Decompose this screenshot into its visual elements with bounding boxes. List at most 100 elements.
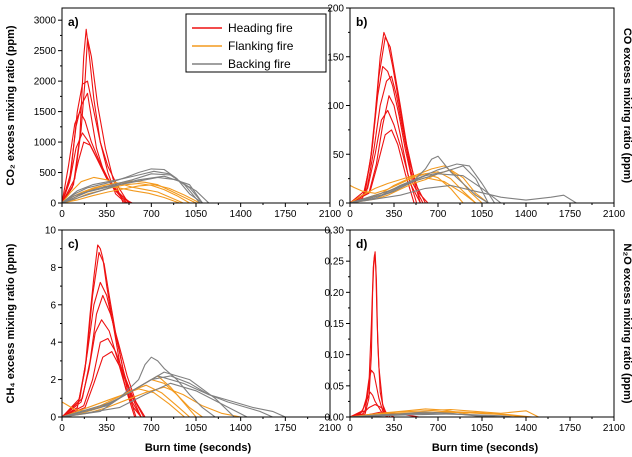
y-tick-label: 200 [327,4,344,15]
y-axis-label: CO excess mixing ratio (ppm) [621,28,632,184]
series-line-flanking-fire-10 [62,184,201,203]
legend: Heading fire Flanking fire Backing fire [185,13,327,73]
series-line-backing-fire-16 [62,382,248,417]
series-line-backing-fire-15 [62,371,235,417]
plot-frame [349,229,615,418]
y-tick-label: 0.05 [325,381,345,392]
series-line-backing-fire-15 [350,184,577,203]
y-tick-label: 4 [50,338,56,349]
series-line-backing-fire-13 [62,375,273,417]
series-group [350,251,539,417]
x-tick-label: 700 [143,209,160,220]
panel-label: d) [356,237,367,251]
legend-label-heading: Heading fire [228,21,293,35]
x-tick-label: 0 [59,423,65,434]
x-axis-label-right: Burn time (seconds) [432,442,539,454]
x-tick-label: 350 [386,423,403,434]
y-tick-label: 0.30 [325,226,345,237]
y-tick-label: 0 [50,413,56,424]
series-line-heading-fire-2 [350,65,424,203]
y-tick-label: 2 [50,375,56,386]
series-line-heading-fire-0 [350,31,429,203]
x-tick-label: 1400 [230,209,253,220]
x-tick-label: 1750 [274,423,297,434]
series-line-heading-fire-3 [350,75,421,203]
x-tick-label: 1400 [515,423,538,434]
y-tick-label: 1000 [34,138,57,149]
legend-label-backing: Backing fire [228,57,291,71]
series-line-heading-fire-3 [350,391,388,417]
series-line-heading-fire-4 [62,319,136,417]
y-tick-label: 0.25 [325,257,345,268]
y-axis-label: N₂O excess mixing ratio (ppm) [621,243,632,403]
series-group [62,244,286,417]
x-tick-label: 1050 [185,423,208,434]
series-group [62,28,210,203]
legend-box [185,13,327,73]
x-tick-label: 2100 [603,209,626,220]
x-tick-label: 0 [347,209,353,220]
x-tick-label: 700 [430,209,447,220]
series-line-flanking-fire-9 [350,173,464,203]
series-line-heading-fire-1 [350,36,426,203]
y-tick-label: 0.10 [325,350,345,361]
panel-c: 0 350 700 1050 1400 1750 2100 0 2 4 6 8 10 c) CH₄ exce… [5,226,342,435]
x-tick-label: 0 [347,423,353,434]
x-tick-label: 0 [59,209,65,220]
x-tick-label: 1050 [185,209,208,220]
y-tick-label: 2000 [34,77,57,88]
y-tick-label: 1500 [34,107,57,118]
panel-label: c) [68,237,79,251]
series-line-backing-fire-13 [350,163,496,203]
x-tick-label: 1750 [274,209,297,220]
series-line-backing-fire-12 [350,155,489,203]
y-tick-label: 0 [50,199,56,210]
series-line-heading-fire-4 [350,95,418,203]
panel-a: 0 350 700 1050 1400 1750 210005001000150020002… [5,7,342,220]
y-tick-label: 8 [50,263,56,274]
x-tick-label: 1050 [471,423,494,434]
panel-d: 0 350 700 1050 1400 1750 2100 0.00 0.05 0.10 0.15 0… [325,226,632,435]
series-line-backing-fire-14 [350,165,489,203]
legend-label-flanking: Flanking fire [228,39,294,53]
y-tick-label: 500 [39,168,56,179]
y-tick-label: 0 [338,199,344,210]
y-tick-label: 0.20 [325,288,345,299]
x-tick-label: 700 [143,423,160,434]
series-group [350,31,577,203]
y-tick-label: 0.15 [325,319,345,330]
x-tick-label: 350 [386,209,403,220]
x-tick-label: 700 [430,423,447,434]
x-tick-label: 350 [98,209,115,220]
series-line-flanking-fire-10 [350,169,489,203]
plot-frame [349,7,615,204]
panel-label: b) [356,15,367,29]
x-tick-label: 2100 [319,423,342,434]
series-line-heading-fire-5 [350,109,421,203]
series-line-heading-fire-2 [350,369,389,417]
series-line-heading-fire-2 [62,281,137,417]
x-tick-label: 1750 [559,209,582,220]
series-line-heading-fire-3 [62,37,124,203]
panel-label: a) [68,15,79,29]
x-axis-label-left: Burn time (seconds) [145,442,252,454]
y-tick-label: 0.00 [325,413,345,424]
y-tick-label: 10 [45,226,57,237]
x-tick-label: 2100 [319,209,342,220]
y-tick-label: 2500 [34,46,57,57]
series-line-backing-fire-16 [350,173,502,203]
series-line-heading-fire-6 [62,351,142,417]
x-tick-label: 350 [98,423,115,434]
x-tick-label: 1400 [230,423,253,434]
series-line-flanking-fire-7 [350,171,477,203]
y-tick-label: 6 [50,300,56,311]
x-tick-label: 2100 [603,423,626,434]
y-tick-label: 3000 [34,16,57,27]
series-line-backing-fire-16 [62,175,203,203]
series-line-heading-fire-6 [350,129,415,203]
series-line-backing-fire-15 [62,176,210,203]
series-line-backing-fire-12 [350,413,514,417]
x-tick-label: 1400 [515,209,538,220]
x-tick-label: 1050 [471,209,494,220]
